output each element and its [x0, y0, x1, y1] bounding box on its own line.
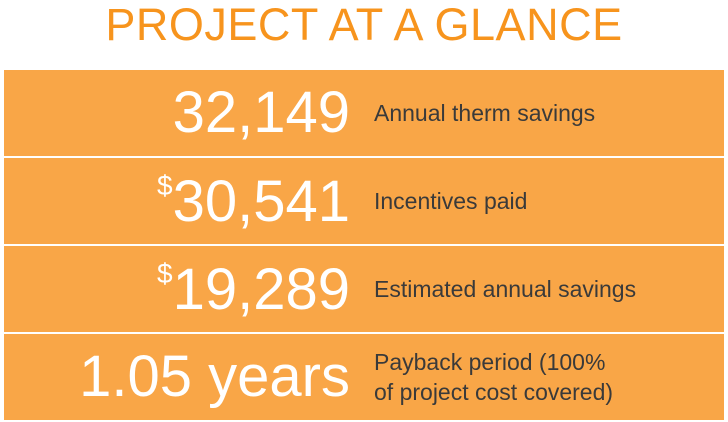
stat-label: Annual therm savings	[374, 98, 595, 128]
stat-label-line: of project cost covered)	[374, 379, 614, 405]
stat-value-box: 32,149	[4, 84, 350, 142]
stat-row: 1.05 years Payback period (100% of project…	[4, 334, 724, 420]
stat-row: $19,289 Estimated annual savings	[4, 246, 724, 332]
stat-row: 32,149 Annual therm savings	[4, 70, 724, 156]
stat-label-line: Payback period (100%	[374, 349, 606, 375]
stat-label: Incentives paid	[374, 186, 527, 216]
stat-value: 32,149	[172, 80, 350, 145]
stat-label-line: Incentives paid	[374, 188, 528, 214]
stat-value-box: $30,541	[4, 168, 350, 234]
stat-label-line: Annual therm savings	[374, 100, 596, 126]
stat-value-box: $19,289	[4, 256, 350, 322]
stat-value: 30,541	[172, 168, 350, 234]
stat-label-line: Estimated annual savings	[374, 276, 637, 302]
stat-label: Payback period (100% of project cost cove…	[374, 347, 613, 407]
stat-value: 19,289	[172, 256, 350, 322]
stat-prefix: $	[157, 169, 173, 201]
stat-label: Estimated annual savings	[374, 274, 636, 304]
title: PROJECT AT A GLANCE	[105, 0, 623, 50]
stat-value: 1.05 years	[79, 344, 350, 409]
stat-row: $30,541 Incentives paid	[4, 158, 724, 244]
rows: 32,149 Annual therm savings $30,541 Incenti…	[4, 70, 724, 422]
stat-prefix: $	[157, 257, 173, 289]
stat-value-box: 1.05 years	[4, 348, 350, 406]
